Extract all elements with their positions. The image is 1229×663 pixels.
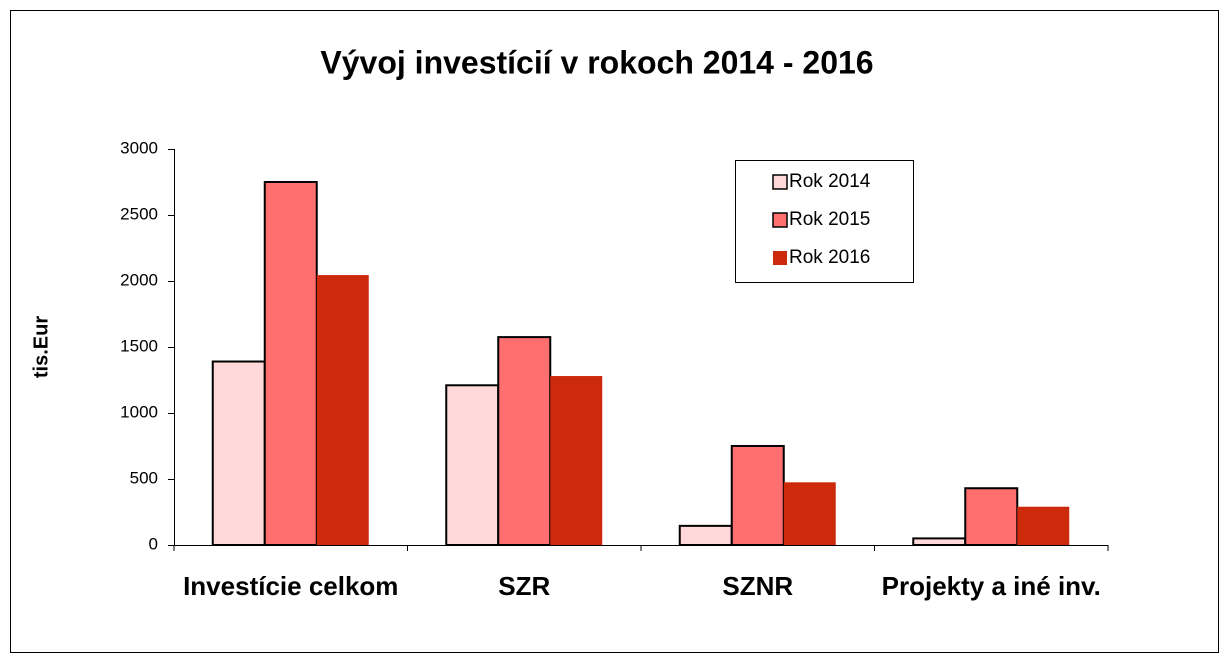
bar [445,384,500,546]
y-tick-label: 2000 [120,270,158,289]
bar [730,445,785,546]
legend-swatch [772,212,788,228]
chart-frame [10,10,1219,653]
bar [912,537,967,547]
bar [783,482,836,545]
x-tick-label: SZR [498,571,551,601]
legend-box [735,160,914,283]
legend-label: Rok 2014 [789,171,871,192]
chart-title: Vývoj investícií v rokoch 2014 - 2016 [320,44,873,80]
y-tick-label: 3000 [120,138,158,157]
y-tick-label: 2500 [120,204,158,223]
x-tick-label: Projekty a iné inv. [881,571,1101,601]
bar [1017,506,1070,545]
bar [964,487,1019,546]
legend-label: Rok 2015 [789,209,870,230]
y-tick-label: 1000 [120,402,158,421]
x-tick-label: Investície celkom [183,571,399,601]
y-tick-label: 500 [130,468,158,487]
legend-label: Rok 2016 [789,247,870,268]
bar [316,275,369,545]
x-tick-label: SZNR [722,571,794,601]
legend-swatch [773,251,787,265]
bar [678,524,733,546]
y-axis-label: tis.Eur [30,316,52,378]
legend-swatch [772,174,788,190]
bar [263,181,318,546]
y-tick-label: 0 [149,534,158,553]
bar [211,360,266,546]
bar [497,336,552,546]
y-tick-label: 1500 [120,336,158,355]
bar [550,376,603,545]
